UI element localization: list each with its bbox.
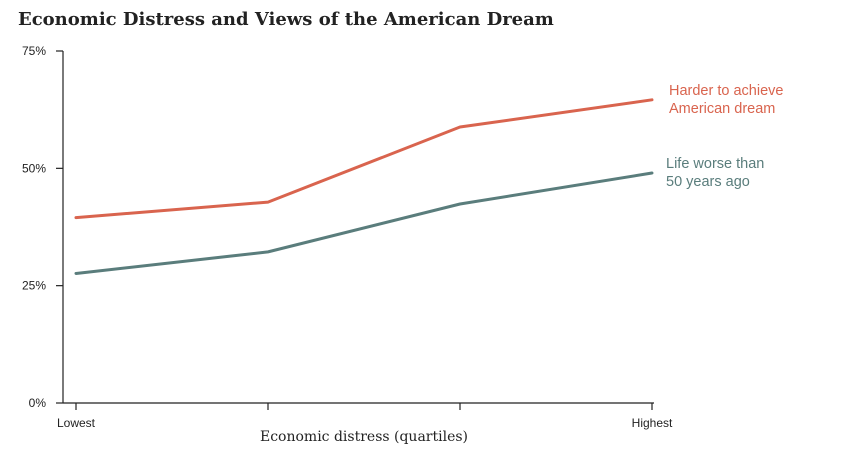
y-tick-label: 0% — [29, 396, 47, 410]
series-label-line: Life worse than — [666, 156, 764, 172]
y-tick-label: 25% — [22, 279, 46, 293]
y-tick-label: 75% — [22, 44, 46, 58]
y-tick-label: 50% — [22, 161, 46, 175]
axes: 0% 25% 50% 75% Lowest Highest — [22, 44, 673, 430]
x-tick-label: Lowest — [57, 416, 96, 430]
x-tick-label: Highest — [632, 416, 673, 430]
series-labels: Harder to achieve American dream Life wors… — [666, 83, 783, 190]
series-label-line: American dream — [669, 101, 775, 117]
series-label-1: Harder to achieve American dream — [669, 83, 783, 117]
x-axis-label: Economic distress (quartiles) — [260, 429, 468, 445]
series-line-1 — [74, 98, 654, 220]
series-label-line: 50 years ago — [666, 174, 750, 190]
series-label-line: Harder to achieve — [669, 83, 783, 99]
chart-title: Economic Distress and Views of the Ameri… — [18, 9, 554, 30]
series-label-2: Life worse than 50 years ago — [666, 156, 764, 190]
series-lines — [74, 98, 654, 275]
series-line-2 — [74, 171, 654, 275]
